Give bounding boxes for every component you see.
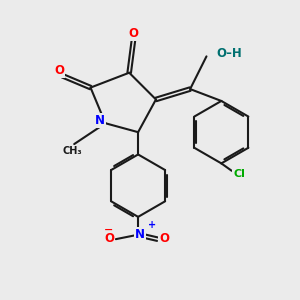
Text: O–H: O–H: [217, 47, 243, 60]
Text: Cl: Cl: [233, 169, 245, 179]
Text: O: O: [159, 232, 169, 245]
Text: O: O: [104, 232, 114, 245]
Text: N: N: [135, 228, 145, 241]
Text: O: O: [54, 64, 64, 77]
Text: N: N: [95, 114, 105, 127]
Text: O: O: [129, 27, 139, 40]
Text: CH₃: CH₃: [63, 146, 83, 156]
Text: −: −: [104, 225, 113, 235]
Text: +: +: [148, 220, 156, 230]
